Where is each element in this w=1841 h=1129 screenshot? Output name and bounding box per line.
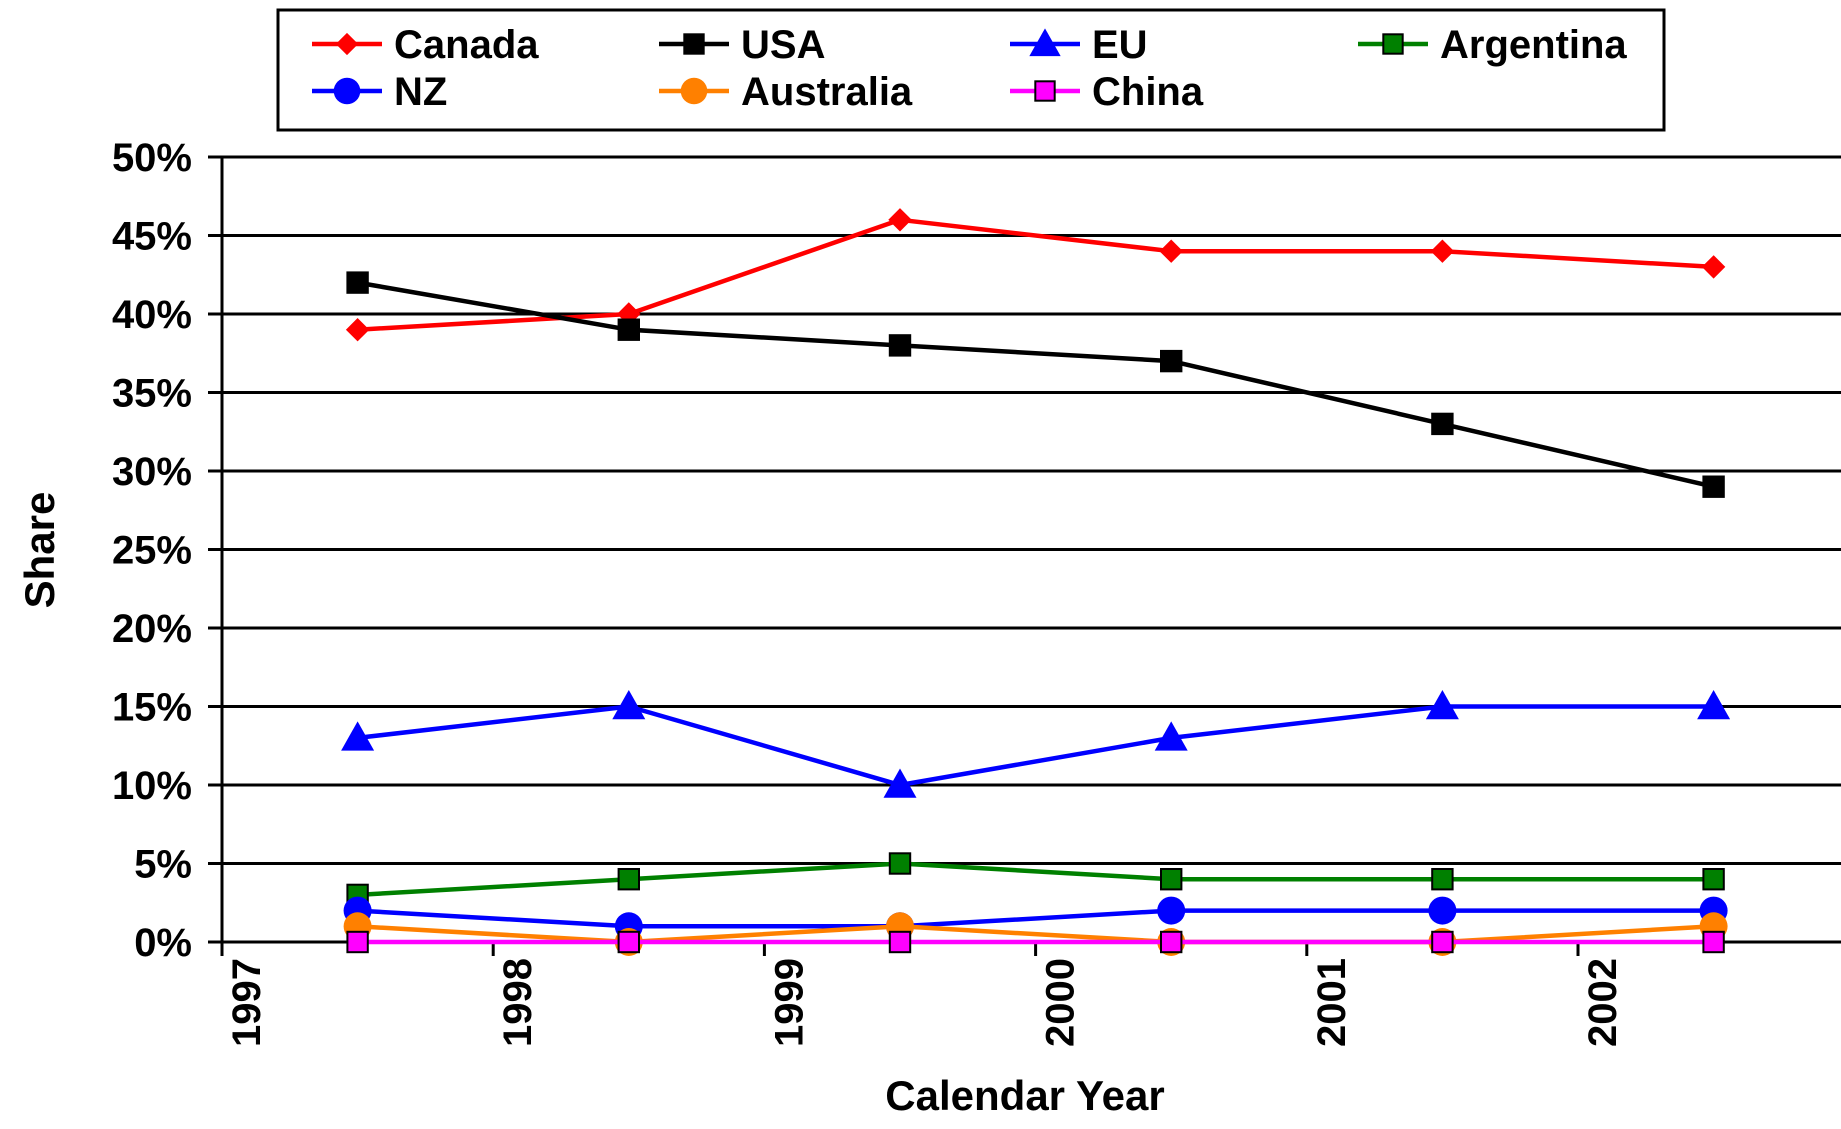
legend-label: Canada — [394, 23, 539, 67]
legend-box — [276, 8, 1666, 132]
data-point-usa — [1431, 412, 1454, 436]
series-china — [346, 930, 1725, 954]
x-tick-label: 2000 — [1039, 958, 1083, 1047]
series-layer — [341, 208, 1731, 956]
legend-label: NZ — [394, 70, 447, 114]
series-line-usa — [357, 280, 1715, 489]
x-axis-title: Calendar Year — [885, 1072, 1164, 1119]
data-point-eu — [883, 768, 917, 798]
data-point-usa — [346, 271, 369, 294]
legend-label: Australia — [741, 70, 913, 114]
legend-item-canada: Canada — [312, 23, 539, 67]
data-point-argentina — [1702, 868, 1725, 891]
data-point-china — [346, 930, 369, 954]
y-tick-label: 5% — [134, 843, 192, 887]
data-point-argentina — [1160, 868, 1183, 891]
series-line-argentina — [357, 861, 1714, 898]
legend-label: Argentina — [1440, 23, 1627, 67]
y-tick-label: 35% — [112, 372, 192, 416]
axes: 0% 5% 10% 15% 20% 25% 30% 35% 40% 45% 50% 1997 1998 1… — [112, 136, 1841, 1047]
y-tick-label: 0% — [134, 921, 192, 965]
data-point-argentina — [888, 852, 912, 875]
data-point-china — [1431, 930, 1454, 954]
x-tick-label: 2001 — [1310, 958, 1354, 1047]
grid-lines — [222, 155, 1841, 865]
legend-label: USA — [741, 23, 825, 67]
legend-swatch-marker — [335, 32, 359, 56]
series-line-australia — [357, 924, 1714, 945]
data-point-usa — [888, 334, 912, 357]
x-tick-label: 1998 — [496, 958, 540, 1047]
data-point-argentina — [1431, 868, 1454, 891]
data-point-eu — [341, 721, 375, 751]
data-point-eu — [1697, 690, 1731, 720]
data-point-china — [617, 930, 640, 954]
legend-swatch-marker — [680, 77, 708, 105]
data-point-china — [1702, 930, 1725, 954]
series-line-canada — [357, 217, 1714, 332]
legend-swatch-marker — [333, 77, 361, 105]
data-point-usa — [617, 318, 640, 341]
y-tick-label: 25% — [112, 529, 192, 573]
data-point-eu — [1425, 690, 1459, 720]
legend-swatch-marker — [1029, 28, 1061, 57]
data-point-china — [888, 930, 912, 954]
x-tick-label: 1999 — [767, 958, 811, 1047]
legend-item-nz: NZ — [312, 70, 447, 114]
data-point-nz — [1157, 896, 1186, 925]
data-point-china — [1160, 930, 1183, 954]
data-point-canada — [1159, 239, 1183, 263]
data-point-usa — [1702, 475, 1725, 498]
data-point-canada — [1701, 255, 1726, 279]
y-tick-label: 10% — [112, 764, 192, 808]
legend-item-china: China — [1010, 70, 1204, 114]
legend-item-australia: Australia — [659, 70, 913, 114]
legend-item-usa: USA — [659, 23, 825, 67]
series-line-eu — [357, 704, 1714, 788]
y-axis-title: Share — [16, 492, 63, 609]
x-tick-label: 2002 — [1581, 958, 1625, 1047]
data-point-canada — [345, 317, 370, 342]
legend-swatch-marker — [683, 33, 705, 55]
y-tick-label: 15% — [112, 686, 192, 730]
y-tick-label: 40% — [112, 293, 192, 337]
data-point-usa — [1160, 349, 1183, 373]
data-point-eu — [1154, 721, 1188, 751]
series-line-nz — [357, 908, 1714, 929]
y-tick-label: 50% — [112, 136, 192, 180]
legend-swatch-marker — [1034, 80, 1056, 102]
legend: Canada USA EU Argentina NZ Australia China — [276, 8, 1666, 132]
data-point-argentina — [617, 868, 640, 891]
series-eu — [341, 690, 1731, 798]
data-point-canada — [888, 208, 912, 232]
series-usa — [346, 271, 1725, 498]
data-point-nz — [1428, 896, 1457, 925]
series-canada — [345, 208, 1726, 342]
x-tick-label: 1997 — [225, 958, 269, 1047]
y-tick-label: 20% — [112, 607, 192, 651]
y-tick-label: 30% — [112, 450, 192, 494]
legend-item-eu: EU — [1010, 23, 1148, 67]
legend-label: EU — [1092, 23, 1148, 67]
legend-label: China — [1092, 70, 1204, 114]
legend-swatch-marker — [1382, 33, 1404, 55]
data-point-canada — [1430, 239, 1455, 263]
y-tick-label: 45% — [112, 215, 192, 259]
data-point-eu — [612, 690, 646, 720]
series-argentina — [346, 852, 1725, 907]
legend-item-argentina: Argentina — [1358, 23, 1627, 67]
